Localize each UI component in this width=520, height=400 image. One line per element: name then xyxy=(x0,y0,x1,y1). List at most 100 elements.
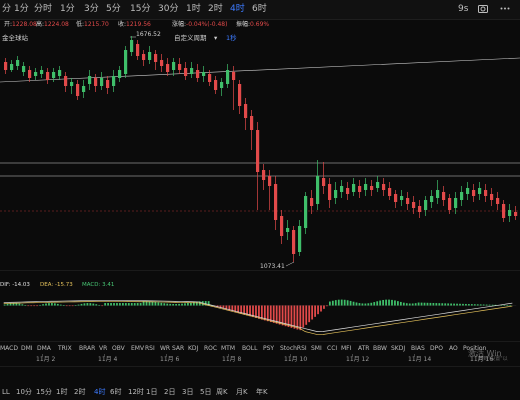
indicator-tab-position[interactable]: Position xyxy=(463,345,487,352)
period-30m[interactable]: 30分 xyxy=(158,4,179,14)
indicator-tab-dpo[interactable]: DPO xyxy=(430,345,443,352)
indicator-tab-mfi[interactable]: MFI xyxy=(341,345,352,352)
candle-body xyxy=(178,64,182,70)
amplitude-value: 0.69% xyxy=(250,21,270,28)
bottom-period-9[interactable]: 2日 xyxy=(164,388,176,396)
bottom-period-1[interactable]: 10分 xyxy=(16,388,32,396)
refresh-interval[interactable]: 9s xyxy=(458,4,469,14)
period-toolbar: 分 1分 分时 1分 3分 5分 15分 30分 1时 2时 4时 6时 9s xyxy=(0,0,520,20)
bottom-period-14[interactable]: 年K xyxy=(256,388,268,396)
activation-watermark-sub: 转到"设置"以 xyxy=(478,356,508,362)
indicator-tab-rsi[interactable]: RSI xyxy=(145,345,155,352)
candle-body xyxy=(262,170,266,180)
macd-histogram-bar xyxy=(278,305,281,325)
macd-histogram-bar xyxy=(68,305,71,307)
indicator-tab-bbw[interactable]: BBW xyxy=(373,345,387,352)
macd-histogram-bar xyxy=(500,305,503,306)
period-5m[interactable]: 5分 xyxy=(106,4,121,14)
indicator-tab-dmi[interactable]: DMI xyxy=(21,345,33,352)
candle-body xyxy=(214,80,218,90)
bottom-period-5[interactable]: 4时 xyxy=(94,388,106,396)
indicator-tab-macd[interactable]: MACD xyxy=(0,345,18,352)
macd-histogram-bar xyxy=(382,299,385,306)
active-period-tag[interactable]: 1秒 xyxy=(226,34,237,42)
bottom-period-13[interactable]: 月K xyxy=(236,388,248,396)
macd-histogram-bar xyxy=(36,305,39,307)
candle-body xyxy=(160,60,164,66)
macd-histogram-bar xyxy=(334,300,337,306)
indicator-tab-stochrsi[interactable]: StochRSI xyxy=(280,345,307,352)
bottom-period-8[interactable]: 1日 xyxy=(146,388,158,396)
indicator-tab-sar[interactable]: SAR xyxy=(172,345,185,352)
macd-histogram-bar xyxy=(275,305,278,324)
indicator-tabs: MACD DMI DMA TRIX BRAR VR OBV EMV RSI WR SAR KDJ ROC… xyxy=(0,341,520,354)
macd-histogram-bar xyxy=(71,305,74,307)
indicator-tab-ao[interactable]: AO xyxy=(449,345,458,352)
macd-histogram-bar xyxy=(169,303,172,306)
candle-body xyxy=(22,66,26,72)
indicator-tab-skdj[interactable]: SKDJ xyxy=(391,345,406,352)
period-1m[interactable]: 1分 xyxy=(14,4,29,14)
bottom-period-4[interactable]: 2时 xyxy=(74,388,86,396)
macd-histogram-bar xyxy=(479,304,482,306)
indicator-tab-boll[interactable]: BOLL xyxy=(242,345,258,352)
bottom-period-7[interactable]: 12时 xyxy=(128,388,144,396)
period-1m-b[interactable]: 1分 xyxy=(60,4,75,14)
macd-histogram-bar xyxy=(258,305,260,319)
indicator-tab-obv[interactable]: OBV xyxy=(112,345,125,352)
candle-body xyxy=(328,184,332,200)
trend-line[interactable] xyxy=(0,57,520,83)
macd-histogram-bar xyxy=(51,303,53,306)
indicator-tab-trix[interactable]: TRIX xyxy=(58,345,72,352)
indicator-tab-emv[interactable]: EMV xyxy=(131,345,145,352)
candle-body xyxy=(94,78,98,86)
camera-icon[interactable] xyxy=(478,3,488,16)
low-label: 低: xyxy=(76,21,85,28)
period-timeshare[interactable]: 分时 xyxy=(34,4,53,14)
indicator-tab-vr[interactable]: VR xyxy=(99,345,108,352)
indicator-tab-smi[interactable]: SMI xyxy=(311,345,322,352)
period-2h[interactable]: 2时 xyxy=(208,4,223,14)
bottom-period-2[interactable]: 15分 xyxy=(36,388,52,396)
custom-period-arrow[interactable]: ▾ xyxy=(214,34,218,42)
indicator-tab-wr[interactable]: WR xyxy=(160,345,171,352)
period-6h[interactable]: 6时 xyxy=(252,4,267,14)
macd-histogram-bar xyxy=(21,304,24,306)
indicator-tab-dma[interactable]: DMA xyxy=(37,345,51,352)
macd-histogram-bar xyxy=(467,304,470,306)
custom-period-label[interactable]: 自定义周期 xyxy=(174,34,207,42)
candlestick-chart[interactable] xyxy=(0,30,520,270)
indicator-tab-atr[interactable]: ATR xyxy=(358,345,370,352)
bottom-period-3[interactable]: 1时 xyxy=(56,388,68,396)
indicator-tab-psy[interactable]: PSY xyxy=(263,345,275,352)
candle-body xyxy=(466,188,470,194)
indicator-tab-brar[interactable]: BRAR xyxy=(79,345,96,352)
indicator-tab-cci[interactable]: CCI xyxy=(327,345,338,352)
indicator-tab-mtm[interactable]: MTM xyxy=(221,345,236,352)
bottom-period-10[interactable]: 3日 xyxy=(182,388,194,396)
period-3m[interactable]: 3分 xyxy=(84,4,99,14)
period-15m[interactable]: 15分 xyxy=(130,4,151,14)
indicator-tab-bias[interactable]: BIAS xyxy=(411,345,425,352)
candle-body xyxy=(46,72,50,80)
date-tick xyxy=(104,354,105,357)
bottom-period-12[interactable]: 周K xyxy=(216,388,228,396)
macd-histogram-bar xyxy=(101,305,104,307)
indicator-tab-kdj[interactable]: KDJ xyxy=(188,345,199,352)
macd-chart[interactable] xyxy=(0,270,520,340)
period-4h[interactable]: 4时 xyxy=(230,4,245,14)
macd-histogram-bar xyxy=(252,305,254,318)
macd-histogram-bar xyxy=(346,300,349,306)
candle-body xyxy=(106,80,110,88)
bottom-period-0[interactable]: LL xyxy=(2,388,10,396)
candle-body xyxy=(148,52,152,60)
bottom-period-11[interactable]: 5日 xyxy=(200,388,212,396)
indicator-tab-roc[interactable]: ROC xyxy=(204,345,218,352)
more-icon[interactable] xyxy=(500,3,510,16)
macd-histogram-bar xyxy=(166,303,169,306)
period-1h[interactable]: 1时 xyxy=(186,4,201,14)
macd-histogram-bar xyxy=(243,305,246,315)
macd-histogram-bar xyxy=(485,304,488,306)
side-left-label: 金全球站 xyxy=(2,34,28,42)
bottom-period-6[interactable]: 6时 xyxy=(110,388,122,396)
